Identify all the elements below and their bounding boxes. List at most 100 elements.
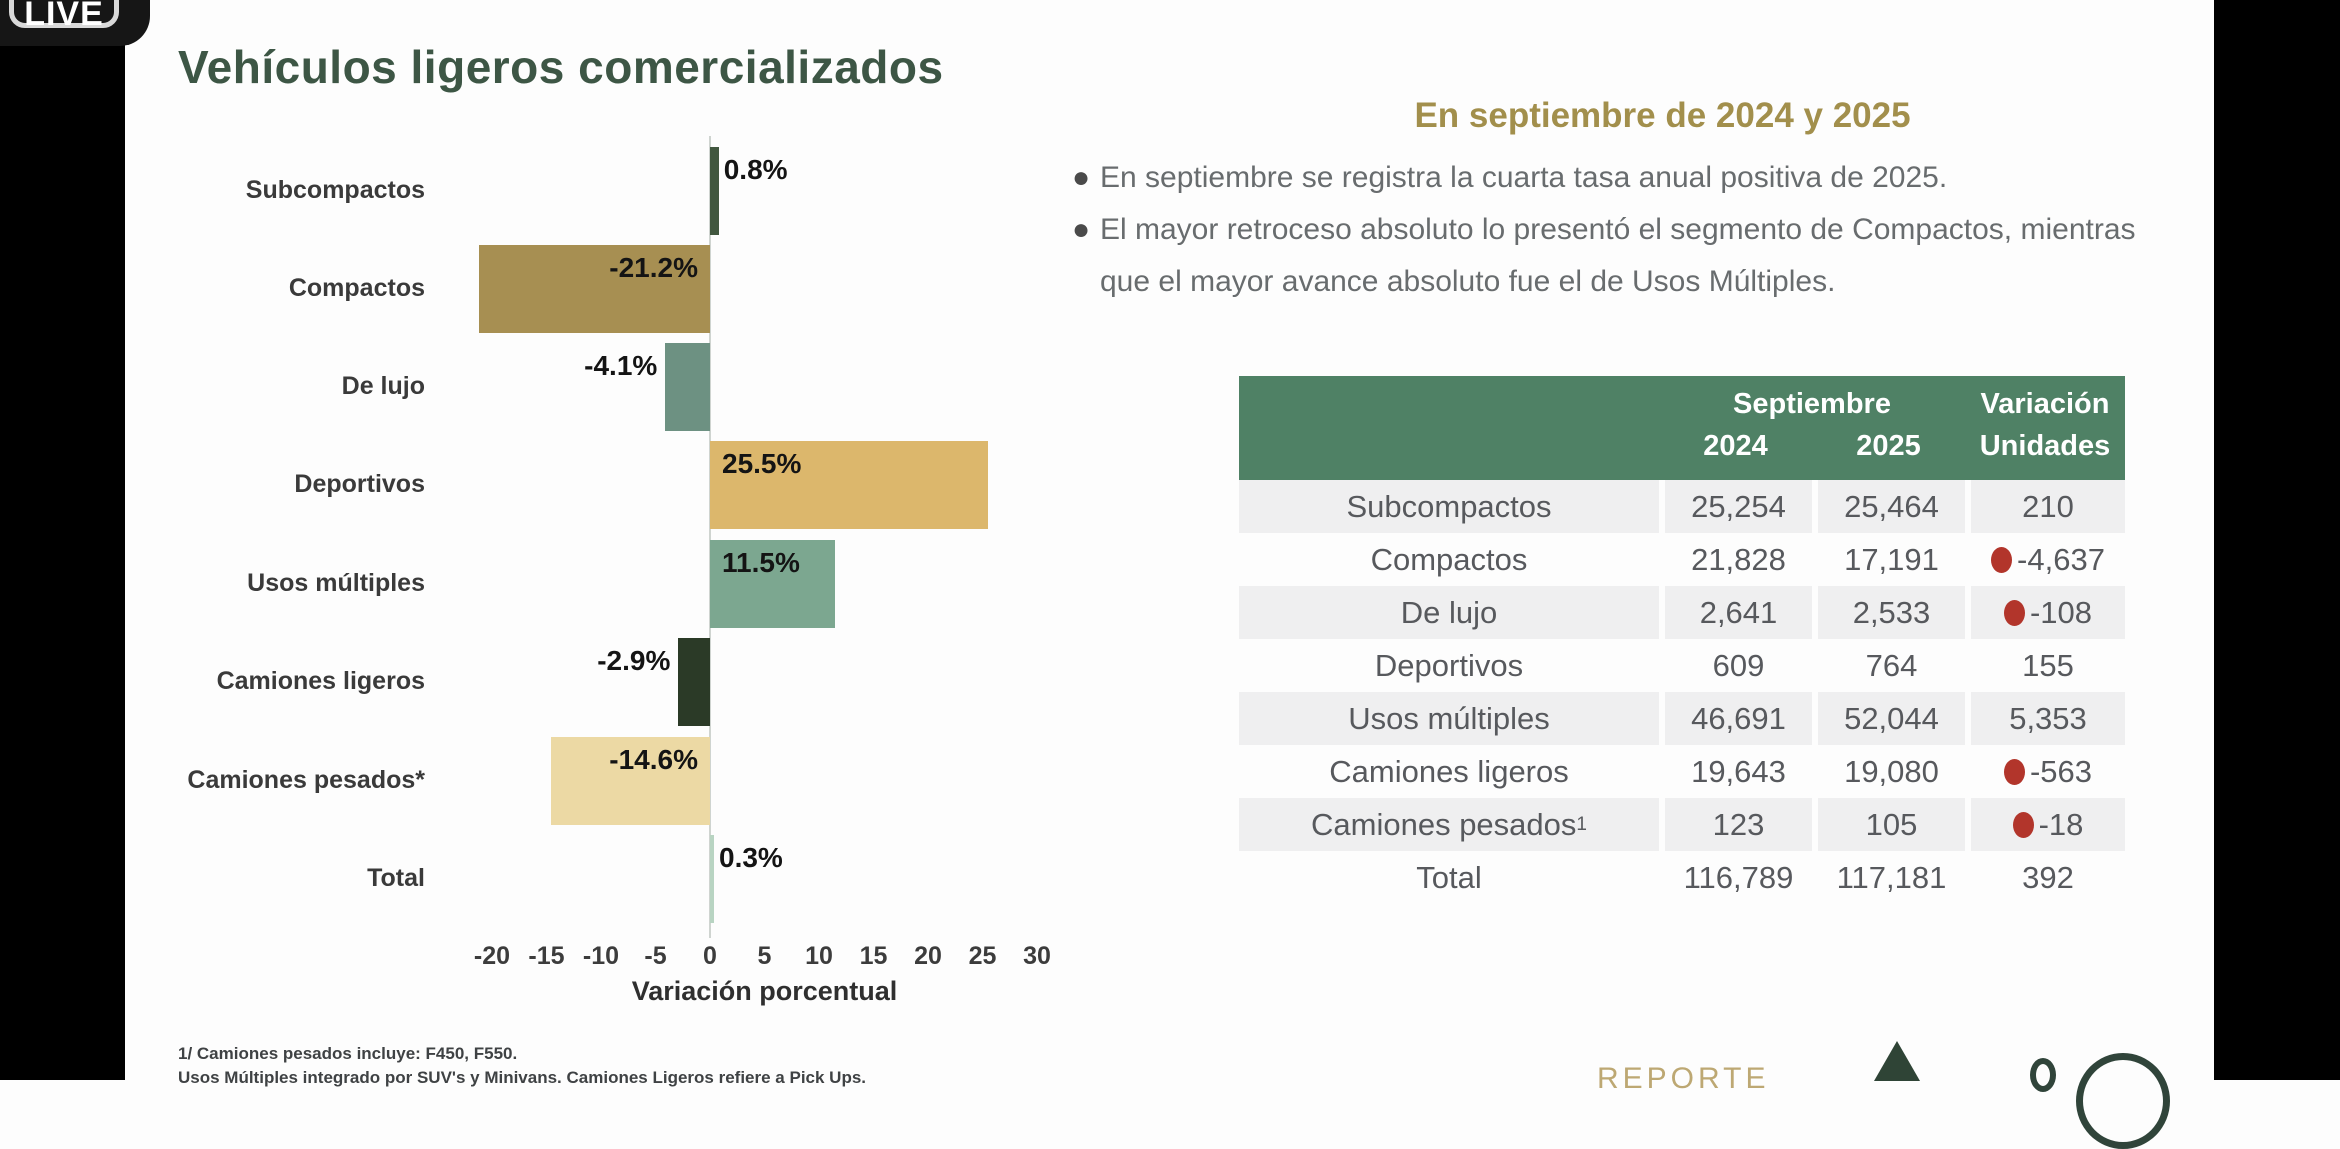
cell-variation: -4,637 [1965, 533, 2125, 586]
chart-category-label: Camiones ligeros [216, 667, 425, 695]
x-axis-tick: -10 [582, 942, 620, 970]
cell-2025: 105 [1812, 798, 1965, 851]
table-row: Compactos 21,828 17,191 -4,637 [1239, 533, 2125, 586]
chart-bar-value: -14.6% [609, 744, 698, 775]
cell-2024: 19,643 [1659, 745, 1812, 798]
table-row: Total 116,789 117,181 392 [1239, 851, 2125, 904]
cell-2025: 17,191 [1812, 533, 1965, 586]
cell-2024: 609 [1659, 639, 1812, 692]
table-row: Camiones pesados 1 123 105 -18 [1239, 798, 2125, 851]
chart-bar-value: 0.8% [723, 154, 788, 185]
x-axis-tick: 10 [805, 942, 833, 970]
variation-bar-chart: Variación porcentual Subcompactos 0.8% Com… [0, 0, 1180, 1080]
cell-variation: 210 [1965, 480, 2125, 533]
cell-variation: 392 [1965, 851, 2125, 904]
cell-category: Camiones pesados 1 [1311, 806, 1587, 842]
negative-dot-icon [2003, 758, 2025, 785]
bullet-dot-icon: ● [1072, 161, 1091, 194]
live-badge: LIVE [0, 0, 150, 46]
chart-bar [710, 835, 714, 923]
live-badge-frame [9, 0, 119, 28]
chart-bar [678, 638, 710, 726]
header-2024: 2024 [1703, 430, 1768, 462]
chart-bar [710, 147, 719, 235]
cell-2025: 52,044 [1812, 692, 1965, 745]
sales-table: Septiembre 2024 2025 Variación Unidades … [1239, 376, 2125, 904]
header-variacion: Variación [1980, 388, 2110, 420]
chart-category-label: Subcompactos [245, 176, 425, 204]
x-axis-tick: 25 [968, 942, 997, 970]
negative-dot-icon [2012, 811, 2034, 838]
x-axis-tick: -20 [473, 942, 511, 970]
page-title: Vehículos ligeros comercializados [178, 41, 944, 93]
triangle-logo-icon [1874, 1041, 1920, 1081]
table-row: Deportivos 609 764 155 [1239, 639, 2125, 692]
cell-variation: -563 [1965, 745, 2125, 798]
zero-axis-line [709, 136, 711, 938]
cell-2024: 116,789 [1659, 851, 1812, 904]
logo-big-circle-icon [2076, 1053, 2170, 1149]
section-heading: En septiembre de 2024 y 2025 [1414, 96, 1911, 135]
chart-category-label: Deportivos [294, 470, 425, 498]
cell-2024: 21,828 [1659, 533, 1812, 586]
cell-category: Deportivos [1374, 647, 1524, 683]
table-body: Subcompactos 25,254 25,464 210 Compactos 21,8… [1239, 480, 2125, 904]
cell-variation: 5,353 [1965, 692, 2125, 745]
footnote-2: Usos Múltiples integrado por SUV's y Min… [178, 1068, 867, 1087]
chart-bar [710, 441, 988, 529]
footnote-1: 1/ Camiones pesados incluye: F450, F550. [178, 1044, 518, 1063]
bullet-dot-icon: ● [1072, 213, 1091, 246]
chart-bar-value: -4.1% [584, 350, 658, 381]
table-row: Subcompactos 25,254 25,464 210 [1239, 480, 2125, 533]
table-row: Camiones ligeros 19,643 19,080 -563 [1239, 745, 2125, 798]
header-2025: 2025 [1856, 430, 1921, 462]
cell-category: Camiones ligeros [1329, 753, 1569, 789]
chart-bar-value: -2.9% [597, 645, 671, 676]
chart-category-label: Camiones pesados* [187, 766, 425, 794]
right-letterbox-bar [2214, 0, 2340, 1080]
x-axis-tick: -15 [528, 942, 565, 970]
cell-variation: -108 [1965, 586, 2125, 639]
cell-2024: 46,691 [1659, 692, 1812, 745]
cell-category: Subcompactos [1346, 488, 1552, 524]
left-letterbox-bar [0, 0, 125, 1080]
chart-bar [550, 737, 710, 825]
bullet-text: En septiembre se registra la cuarta tasa… [1100, 161, 1948, 194]
header-unidades: Unidades [1979, 430, 2111, 462]
cell-2024: 2,641 [1659, 586, 1812, 639]
x-axis-tick: 0 [703, 942, 717, 970]
table-row: De lujo 2,641 2,533 -108 [1239, 586, 2125, 639]
chart-category-label: De lujo [341, 372, 425, 400]
header-septiembre: Septiembre [1733, 388, 1891, 420]
chart-bar [665, 343, 710, 431]
chart-category-label: Usos múltiples [247, 569, 425, 597]
chart-bar-value: 0.3% [719, 842, 783, 873]
x-axis-tick: 30 [1023, 942, 1051, 970]
cell-2025: 117,181 [1812, 851, 1965, 904]
chart-bar-value: 11.5% [722, 547, 800, 578]
x-axis-tick: 15 [859, 942, 888, 970]
bullet-item: ● En septiembre se registra la cuarta ta… [1072, 152, 2157, 204]
chart-bar-value: -21.2% [609, 252, 698, 283]
table-header: Septiembre 2024 2025 Variación Unidades [1239, 376, 2125, 480]
cell-2025: 764 [1812, 639, 1965, 692]
cell-category: De lujo [1400, 594, 1498, 630]
cell-category: Usos múltiples [1348, 700, 1550, 736]
bullet-item: ● El mayor retroceso absoluto lo present… [1072, 204, 2157, 308]
cell-2025: 2,533 [1812, 586, 1965, 639]
x-axis-title: Variación porcentual [631, 976, 898, 1006]
x-axis-tick: 20 [914, 942, 942, 970]
chart-category-label: Total [367, 864, 425, 892]
cell-2024: 123 [1659, 798, 1812, 851]
cell-variation: -18 [1965, 798, 2125, 851]
insight-bullets: ● En septiembre se registra la cuarta ta… [1072, 152, 2157, 308]
x-axis-tick: -5 [644, 942, 667, 970]
cell-category: Total [1416, 859, 1482, 895]
bullet-text: El mayor retroceso absoluto lo presentó … [1100, 213, 2136, 298]
chart-bar [710, 540, 836, 628]
live-badge-label: LIVE [24, 0, 104, 33]
table-row: Usos múltiples 46,691 52,044 5,353 [1239, 692, 2125, 745]
chart-category-label: Compactos [288, 274, 425, 302]
reporte-logo-text: REPORTE [1597, 1062, 1770, 1095]
cell-2025: 25,464 [1812, 480, 1965, 533]
